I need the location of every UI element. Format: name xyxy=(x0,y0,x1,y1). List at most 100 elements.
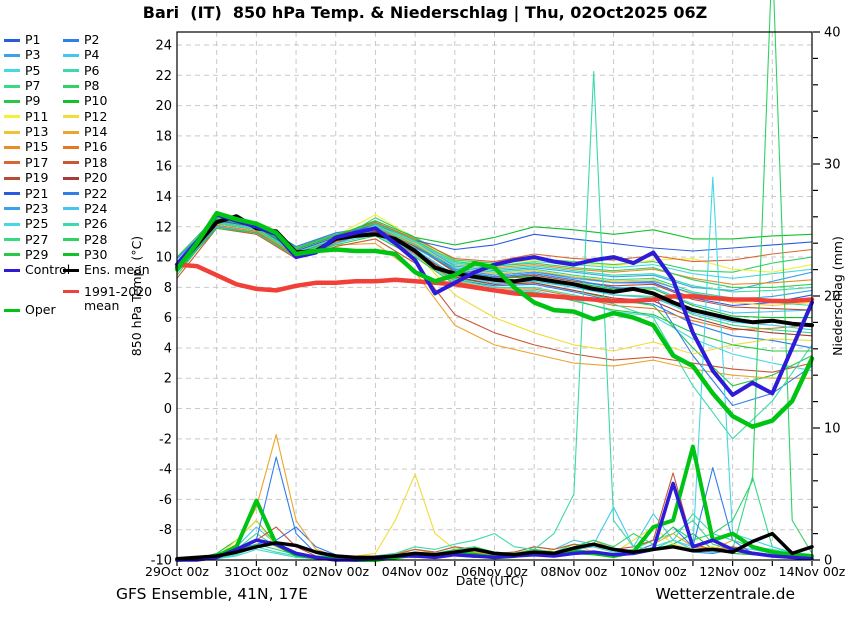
series-temp-oper xyxy=(174,210,815,429)
legend-swatch xyxy=(4,176,20,180)
legend-label: Ens. mean xyxy=(84,262,150,278)
legend-item-p23: P23 xyxy=(4,201,48,216)
legend-swatch xyxy=(63,161,79,165)
legend-item-control: Control xyxy=(4,263,70,277)
axis-tick-label: 6 xyxy=(164,311,172,326)
legend-item-p9: P9 xyxy=(4,94,41,108)
legend-swatch xyxy=(63,38,79,42)
legend-swatch xyxy=(4,115,20,119)
legend-label: P4 xyxy=(84,47,100,63)
axis-tick-label: 0 xyxy=(824,554,832,569)
legend-item-p22: P22 xyxy=(63,185,108,201)
legend-swatch xyxy=(4,308,20,312)
legend-swatch xyxy=(4,161,20,165)
legend-swatch xyxy=(4,53,20,57)
legend-label: P24 xyxy=(84,200,108,216)
axis-tick-label: 40 xyxy=(824,26,841,41)
legend-swatch xyxy=(4,99,20,103)
legend-item-p1: P1 xyxy=(4,33,41,47)
legend-label: P2 xyxy=(84,32,100,47)
legend-swatch xyxy=(63,238,79,242)
legend-item-climate-mean: 1991-2020 mean xyxy=(63,285,164,313)
legend-item-p5: P5 xyxy=(4,63,41,78)
axis-tick-label: 10 xyxy=(824,422,841,437)
legend-label: P22 xyxy=(84,185,108,201)
axis-tick-label: 4 xyxy=(164,341,172,356)
legend-label: P7 xyxy=(25,78,41,94)
axis-tick-label: 8 xyxy=(164,281,172,296)
legend-item-p20: P20 xyxy=(63,171,107,185)
legend-label: P15 xyxy=(25,139,49,155)
legend-item-p14: P14 xyxy=(63,125,107,139)
legend-swatch xyxy=(63,130,79,134)
legend-swatch xyxy=(4,238,20,242)
legend-swatch xyxy=(63,253,79,257)
legend-swatch xyxy=(4,130,20,134)
legend-item-p29: P29 xyxy=(4,247,48,262)
legend-label: P8 xyxy=(84,78,100,94)
chart-title: Bari (IT) 850 hPa Temp. & Niederschlag |… xyxy=(142,3,708,22)
legend-swatch xyxy=(63,145,79,149)
legend-item-p17: P17 xyxy=(4,154,49,170)
axis-tick-label: 0 xyxy=(164,402,172,417)
legend-swatch xyxy=(63,192,79,195)
legend-item-p4: P4 xyxy=(63,48,100,62)
series-precip-P26 xyxy=(176,71,813,561)
legend-label: P18 xyxy=(84,154,108,170)
legend-item-p21: P21 xyxy=(4,186,48,201)
axis-tick-label: -10 xyxy=(151,554,172,569)
series-temp-P18 xyxy=(176,227,813,373)
axis-tick-label: 12 xyxy=(155,220,172,235)
legend-label: P17 xyxy=(25,154,49,170)
axis-tick-label: 22 xyxy=(155,69,172,84)
axis-tick-label: -4 xyxy=(159,463,172,478)
legend-swatch xyxy=(63,115,79,119)
series-precip-control xyxy=(175,481,814,562)
legend-label: P28 xyxy=(84,231,108,247)
legend-swatch xyxy=(4,268,20,272)
legend-item-p2: P2 xyxy=(63,33,100,47)
axis-tick-label: -6 xyxy=(159,493,172,508)
legend-label: P20 xyxy=(84,170,108,186)
axis-tick-label: Date (UTC) xyxy=(456,573,524,588)
legend-swatch xyxy=(63,84,79,88)
axis-tick-label: 20 xyxy=(824,290,841,305)
legend-item-oper: Oper xyxy=(4,303,56,317)
legend-item-p10: P10 xyxy=(63,94,107,108)
legend-label: P30 xyxy=(84,246,108,262)
series-temp-climate-mean xyxy=(174,262,815,304)
axis-tick-label: 24 xyxy=(155,39,172,54)
legend-label: 1991-2020 mean xyxy=(84,284,153,313)
legend-swatch xyxy=(63,207,79,211)
legend-label: P10 xyxy=(84,93,108,109)
axis-tick-label: 31Oct 00z xyxy=(224,564,288,579)
axis-tick-label: 30 xyxy=(824,158,841,173)
legend-item-p7: P7 xyxy=(4,79,41,93)
legend-label: P19 xyxy=(25,170,49,186)
legend-swatch xyxy=(4,145,20,149)
legend-label: P13 xyxy=(25,124,49,140)
axis-tick-label: 29Oct 00z xyxy=(145,564,209,579)
axis-tick-label: 14Nov 00z xyxy=(779,564,846,579)
legend-item-p8: P8 xyxy=(63,79,100,93)
axis-tick-label: 2 xyxy=(164,372,172,387)
legend-swatch xyxy=(63,53,79,57)
series-precip-ens-mean xyxy=(175,531,814,561)
legend-swatch xyxy=(4,38,20,42)
legend-item-p6: P6 xyxy=(63,63,100,78)
legend-item-p15: P15 xyxy=(4,140,48,154)
legend-swatch xyxy=(4,84,20,88)
axis-tick-label: 10Nov 00z xyxy=(620,564,687,579)
legend-label: P27 xyxy=(25,231,49,247)
legend-swatch xyxy=(63,290,79,293)
axis-tick-label: 08Nov 00z xyxy=(541,564,608,579)
legend-swatch xyxy=(4,222,20,226)
axis-tick-label: -8 xyxy=(159,523,172,538)
legend-label: P1 xyxy=(25,32,41,47)
axis-tick-label: 06Nov 00z xyxy=(461,564,528,579)
footer-model-info: GFS Ensemble, 41N, 17E xyxy=(116,585,308,603)
axis-tick-label: -2 xyxy=(159,432,172,447)
legend-item-p28: P28 xyxy=(63,231,108,247)
axis-tick-label: 16 xyxy=(155,160,172,175)
